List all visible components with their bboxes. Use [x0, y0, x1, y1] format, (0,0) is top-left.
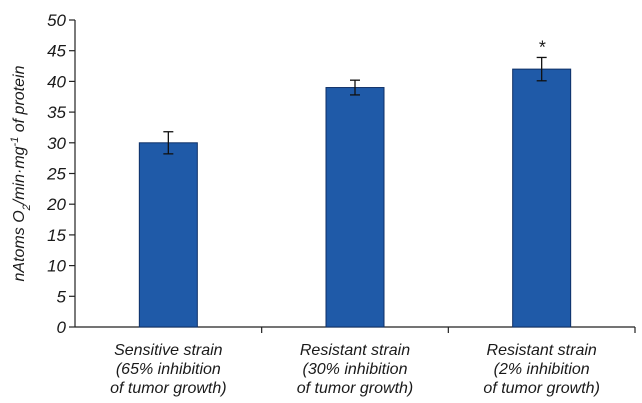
y-axis-label-part: nAtoms O	[11, 210, 28, 281]
y-tick-label: 20	[46, 195, 66, 214]
y-axis-label: nAtoms O2/min·mg-1 of protein	[9, 65, 33, 281]
x-category-label-line: Resistant strain	[300, 342, 410, 359]
y-tick-label: 10	[47, 257, 66, 276]
x-category-label-line: of tumor growth)	[483, 380, 599, 397]
x-category-label-line: Sensitive strain	[114, 342, 223, 359]
x-category-label-line: (30% inhibition	[303, 361, 408, 378]
y-tick-label: 0	[57, 318, 67, 337]
x-category-label-line: of tumor growth)	[297, 380, 413, 397]
y-tick-label: 30	[47, 134, 66, 153]
bar-2	[325, 87, 385, 328]
y-axis-label-part: 2	[21, 204, 33, 211]
x-category-label-3: Resistant strain (2% inhibition of tumor g…	[483, 342, 599, 397]
x-category-label-line: of tumor growth)	[110, 380, 226, 397]
bar-1	[138, 142, 198, 328]
significance-marker: *	[538, 37, 546, 57]
y-tick-label: 40	[47, 72, 66, 91]
y-tick-label: 35	[47, 103, 66, 122]
x-category-label-line: (65% inhibition	[116, 361, 221, 378]
y-tick-label: 5	[57, 287, 67, 306]
y-tick-label: 25	[46, 165, 66, 184]
y-axis-label-part: /min·mg	[11, 146, 28, 205]
y-tick-label: 45	[47, 42, 66, 61]
x-category-label-line: (2% inhibition	[494, 361, 590, 378]
y-axis-label-part: of protein	[11, 65, 28, 136]
x-category-label-1: Sensitive strain (65% inhibition of tumor …	[110, 342, 226, 397]
y-tick-label: 15	[47, 226, 66, 245]
x-category-label-line: Resistant strain	[487, 342, 597, 359]
bar-3	[512, 68, 572, 328]
x-category-label-2: Resistant strain (30% inhibition of tumor …	[297, 342, 413, 397]
y-tick-label: 50	[47, 11, 66, 30]
y-axis-label-part: -1	[9, 137, 21, 147]
